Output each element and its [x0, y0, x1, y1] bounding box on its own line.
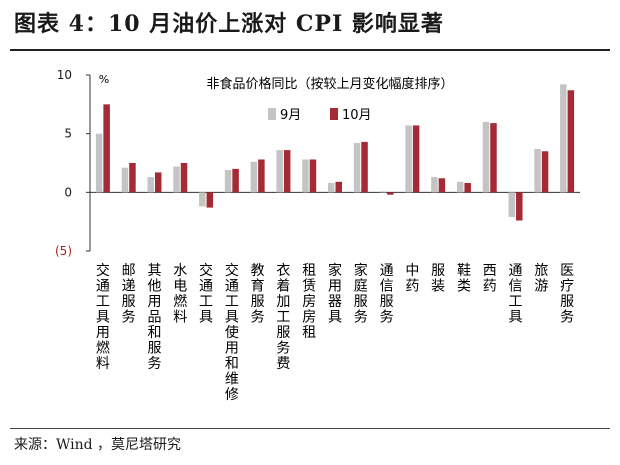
bar-sep-5 — [199, 192, 206, 207]
bar-oct-5 — [206, 192, 214, 208]
bar-sep-7 — [250, 161, 258, 193]
x-tick-label: 交通工具用燃料 — [96, 262, 110, 372]
source-note: 来源：Wind ，莫尼塔研究 — [14, 437, 182, 453]
y-tick-label: 0 — [64, 185, 72, 199]
y-axis: 10 5 0 (5) — [55, 68, 580, 258]
legend-swatch — [268, 108, 276, 120]
y-tick-label: 5 — [64, 127, 72, 141]
x-axis-labels: 交通工具用燃料邮递服务其他用品和服务水电燃料交通工具交通工具使用和维修教育服务衣… — [96, 262, 574, 403]
bar-sep-18 — [534, 148, 541, 193]
x-tick-label: 医疗服务 — [560, 263, 574, 326]
x-tick-label: 服装 — [431, 263, 445, 295]
bar-sep-1 — [95, 133, 103, 193]
title-rule — [10, 49, 610, 51]
y-unit-label: % — [99, 73, 109, 86]
bar-oct-15 — [464, 182, 471, 193]
bar-sep-17 — [508, 192, 516, 217]
bar-oct-12 — [387, 192, 394, 195]
x-tick-label: 租赁房房租 — [302, 263, 316, 341]
x-tick-label: 通信工具 — [509, 263, 523, 326]
x-tick-label: 旅游 — [534, 263, 548, 295]
bar-oct-8 — [283, 150, 291, 193]
bar-sep-13 — [405, 125, 412, 193]
bars-group — [95, 84, 575, 221]
bar-oct-4 — [180, 163, 188, 193]
x-tick-label: 水电燃料 — [173, 263, 187, 326]
x-tick-label: 家用器具 — [328, 262, 342, 326]
x-tick-label: 教育服务 — [251, 263, 265, 326]
x-tick-label: 鞋类 — [457, 263, 471, 295]
legend-label: 10月 — [342, 108, 372, 123]
bar-oct-9 — [309, 159, 317, 193]
bar-oct-6 — [232, 168, 239, 193]
bar-sep-19 — [560, 84, 567, 193]
bar-sep-16 — [482, 121, 490, 193]
x-tick-label: 衣着加工服务费 — [276, 263, 290, 372]
bar-chart: 非食品价格同比（按较上月变化幅度排序） % 9月 10月 10 5 0 (5) 交通工具… — [55, 68, 580, 403]
bar-sep-11 — [353, 143, 361, 193]
bar-sep-4 — [173, 166, 180, 193]
bar-oct-16 — [490, 123, 497, 193]
legend-swatch — [330, 108, 338, 120]
bar-sep-8 — [276, 150, 283, 193]
x-tick-label: 邮递服务 — [122, 263, 136, 326]
x-tick-label: 其他用品和服务 — [147, 263, 161, 372]
x-tick-label: 西药 — [483, 263, 497, 295]
bar-oct-18 — [541, 151, 549, 193]
bar-sep-10 — [328, 182, 335, 193]
bar-sep-2 — [121, 167, 129, 193]
bar-oct-7 — [258, 159, 265, 193]
y-tick-label: 10 — [57, 68, 72, 82]
bar-oct-2 — [129, 163, 136, 193]
bar-sep-3 — [147, 177, 154, 193]
bar-sep-14 — [431, 177, 438, 193]
bar-oct-1 — [103, 104, 110, 193]
bar-oct-14 — [438, 178, 446, 193]
bar-sep-12 — [379, 191, 387, 193]
y-tick-label: (5) — [55, 244, 72, 258]
bar-oct-10 — [335, 181, 342, 193]
bar-oct-11 — [361, 141, 368, 193]
figure-title: 图表 4：10 月油价上涨对 CPI 影响显著 — [14, 11, 444, 37]
chart-title: 非食品价格同比（按较上月变化幅度排序） — [206, 76, 453, 92]
bar-oct-13 — [412, 125, 420, 193]
x-tick-label: 通信服务 — [380, 263, 394, 326]
x-tick-label: 中药 — [405, 263, 419, 295]
x-tick-label: 交通工具 — [199, 262, 213, 326]
x-tick-label: 家庭服务 — [354, 262, 368, 326]
x-tick-label: 交通工具使用和维修 — [225, 262, 239, 403]
bar-sep-15 — [456, 181, 464, 193]
bar-sep-6 — [224, 170, 232, 193]
bar-oct-3 — [154, 172, 162, 193]
legend-label: 9月 — [280, 108, 301, 123]
legend: 9月 10月 — [268, 108, 372, 123]
bar-sep-9 — [302, 159, 309, 193]
bar-oct-17 — [516, 192, 523, 221]
source-rule — [10, 428, 610, 429]
bar-oct-19 — [567, 90, 575, 193]
